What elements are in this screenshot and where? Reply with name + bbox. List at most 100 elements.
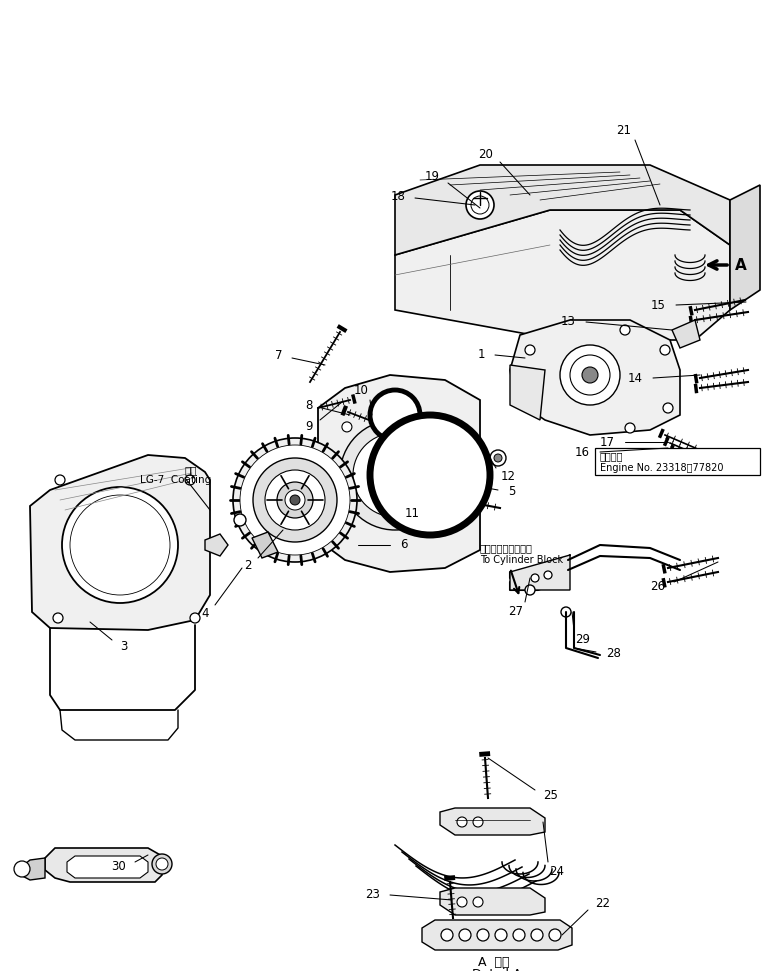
Circle shape — [253, 458, 337, 542]
Circle shape — [370, 450, 420, 500]
Text: A  詳細: A 詳細 — [478, 955, 509, 968]
Polygon shape — [595, 448, 760, 475]
Polygon shape — [45, 848, 162, 882]
Text: 25: 25 — [543, 789, 558, 802]
Text: 15: 15 — [651, 299, 666, 312]
Text: 30: 30 — [112, 860, 126, 873]
Polygon shape — [510, 555, 570, 590]
Text: Detail A: Detail A — [472, 967, 522, 971]
Text: 4: 4 — [202, 607, 209, 619]
Text: 17: 17 — [600, 436, 615, 449]
Circle shape — [370, 415, 490, 535]
Text: 19: 19 — [425, 170, 440, 184]
Circle shape — [560, 345, 620, 405]
Circle shape — [466, 191, 494, 219]
Circle shape — [495, 929, 507, 941]
Text: 26: 26 — [650, 580, 665, 592]
Text: 27: 27 — [508, 605, 523, 619]
Circle shape — [265, 470, 325, 530]
Circle shape — [561, 607, 571, 617]
Text: 16: 16 — [575, 446, 590, 459]
Text: 10: 10 — [353, 384, 369, 396]
Circle shape — [457, 897, 467, 907]
Circle shape — [290, 495, 300, 505]
Text: 11: 11 — [404, 507, 419, 519]
Circle shape — [233, 438, 357, 562]
Text: 適用号機: 適用号機 — [600, 451, 623, 461]
Text: 12: 12 — [501, 470, 516, 484]
Circle shape — [544, 571, 552, 579]
Text: 13: 13 — [562, 315, 576, 327]
Text: シリンダブロックへ: シリンダブロックへ — [480, 543, 533, 553]
Circle shape — [494, 454, 502, 462]
Text: 18: 18 — [390, 190, 405, 203]
Circle shape — [525, 345, 535, 355]
Circle shape — [663, 403, 673, 413]
Polygon shape — [395, 210, 730, 340]
Text: 5: 5 — [508, 486, 515, 498]
Circle shape — [62, 487, 178, 603]
Circle shape — [490, 450, 506, 466]
Circle shape — [53, 613, 63, 623]
Circle shape — [477, 929, 489, 941]
Circle shape — [190, 613, 200, 623]
Polygon shape — [440, 888, 545, 915]
Circle shape — [441, 929, 453, 941]
Text: 24: 24 — [549, 865, 565, 879]
Circle shape — [473, 817, 483, 827]
Text: 9: 9 — [304, 419, 312, 433]
Circle shape — [625, 423, 635, 433]
Polygon shape — [672, 320, 700, 348]
Circle shape — [620, 325, 630, 335]
Polygon shape — [67, 856, 148, 878]
Circle shape — [438, 519, 448, 528]
Circle shape — [531, 929, 543, 941]
Polygon shape — [395, 165, 730, 255]
Text: 21: 21 — [617, 124, 631, 137]
Text: 1: 1 — [477, 348, 485, 360]
Polygon shape — [318, 375, 480, 572]
Text: 7: 7 — [275, 350, 282, 362]
Polygon shape — [205, 534, 228, 556]
Circle shape — [459, 929, 471, 941]
Text: 29: 29 — [575, 633, 590, 647]
Text: 23: 23 — [365, 887, 380, 901]
Text: 22: 22 — [595, 896, 610, 910]
Circle shape — [14, 861, 30, 877]
Circle shape — [285, 490, 305, 510]
Circle shape — [185, 475, 195, 485]
Circle shape — [525, 585, 535, 595]
Polygon shape — [440, 808, 545, 835]
Polygon shape — [510, 320, 680, 435]
Circle shape — [660, 345, 670, 355]
Polygon shape — [252, 532, 278, 558]
Circle shape — [342, 519, 352, 528]
Polygon shape — [422, 920, 572, 950]
Circle shape — [240, 445, 350, 555]
Circle shape — [582, 367, 598, 383]
Text: To Cylinder Block: To Cylinder Block — [480, 555, 563, 565]
Text: A: A — [735, 257, 747, 273]
Circle shape — [70, 495, 170, 595]
Text: 28: 28 — [606, 648, 620, 660]
Circle shape — [340, 420, 450, 530]
Circle shape — [513, 929, 525, 941]
Circle shape — [473, 897, 483, 907]
Circle shape — [471, 196, 489, 214]
Circle shape — [457, 817, 467, 827]
Text: 3: 3 — [120, 640, 127, 653]
Polygon shape — [15, 858, 45, 880]
Text: Engine No. 23318～77820: Engine No. 23318～77820 — [600, 463, 724, 473]
Circle shape — [152, 854, 172, 874]
Text: 2: 2 — [244, 559, 252, 572]
Text: 20: 20 — [478, 149, 493, 161]
Text: 6: 6 — [400, 539, 408, 552]
Circle shape — [390, 470, 400, 480]
Circle shape — [234, 514, 246, 526]
Circle shape — [383, 463, 407, 487]
Text: 塗布: 塗布 — [185, 465, 197, 475]
Circle shape — [438, 422, 448, 432]
Circle shape — [570, 355, 610, 395]
Circle shape — [277, 482, 313, 518]
Polygon shape — [730, 185, 760, 310]
